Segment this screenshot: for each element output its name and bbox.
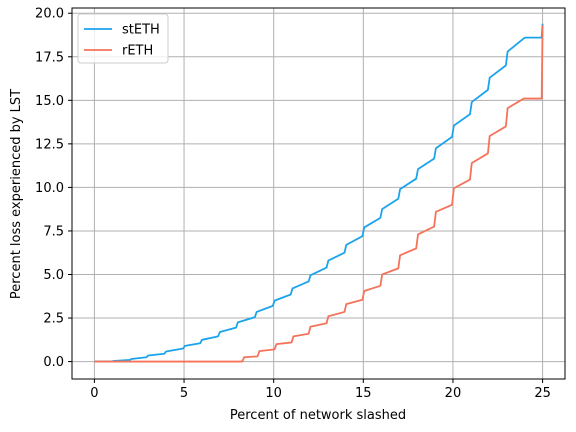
x-tick-label: 20 (445, 386, 462, 401)
y-tick-label: 2.5 (43, 312, 64, 327)
x-tick-label: 5 (180, 386, 188, 401)
x-tick-label: 15 (355, 386, 372, 401)
y-tick-label: 0.0 (43, 355, 64, 370)
legend-label-reth: rETH (122, 44, 153, 59)
series-line-steth (94, 23, 544, 363)
y-tick-label: 12.5 (35, 137, 64, 152)
y-tick-label: 17.5 (35, 50, 64, 65)
axis-ticks: 0 5 10 15 20 25 0.0 2.5 5.0 7.5 10.0 12.5 15.0 17.5 20… (35, 7, 551, 401)
legend-label-steth: stETH (122, 23, 160, 38)
y-tick-label: 10.0 (35, 181, 64, 196)
x-tick-label: 10 (265, 386, 282, 401)
y-tick-label: 20.0 (35, 7, 64, 22)
series-line-reth (94, 25, 544, 363)
plot-area-frame (71, 7, 566, 380)
y-tick-label: 15.0 (35, 94, 64, 109)
x-axis-label: Percent of network slashed (230, 408, 406, 423)
y-axis-label: Percent loss experienced by LST (9, 89, 24, 299)
legend: stETH rETH (77, 13, 169, 64)
y-tick-label: 7.5 (43, 224, 64, 239)
x-tick-label: 25 (534, 386, 551, 401)
x-tick-label: 0 (90, 386, 98, 401)
y-tick-label: 5.0 (43, 268, 64, 283)
series-lines (94, 23, 544, 363)
